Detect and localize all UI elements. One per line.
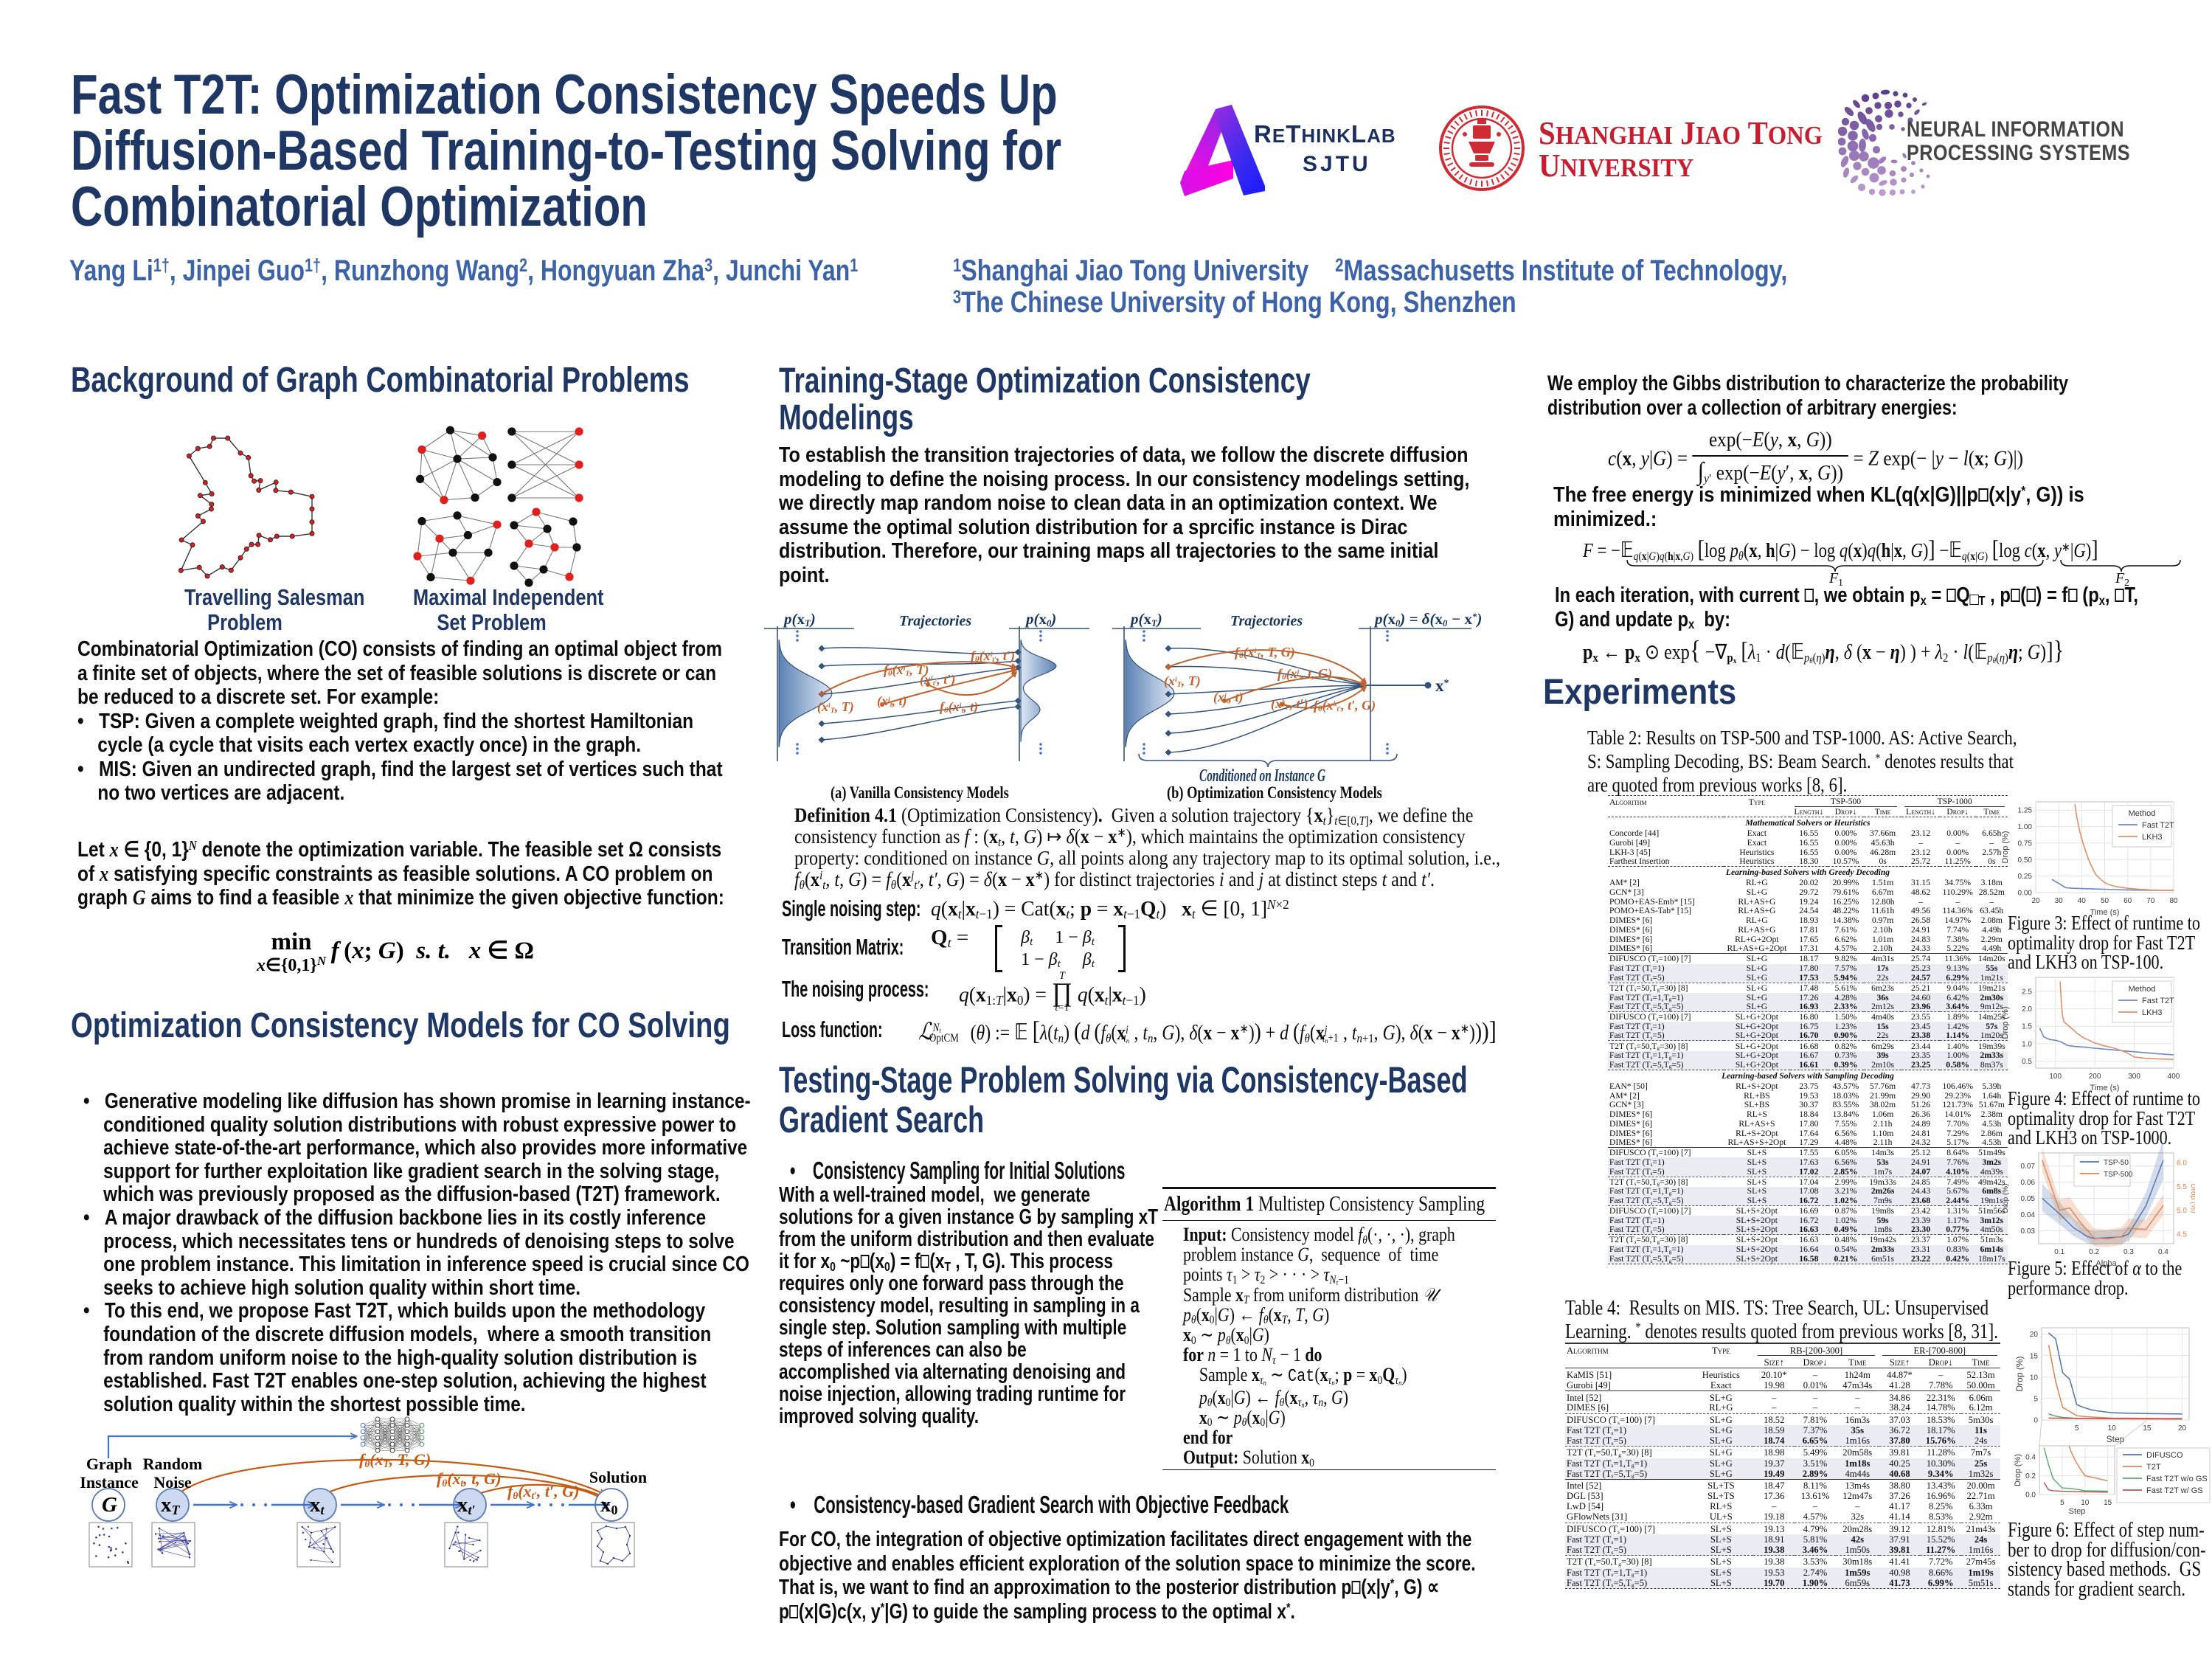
svg-text:Drop (%): Drop (%) (2189, 1183, 2195, 1213)
svg-text:40: 40 (2078, 897, 2087, 905)
svg-text:10: 10 (2081, 1499, 2090, 1507)
svg-text:20: 20 (2031, 897, 2040, 905)
svg-text:60: 60 (2123, 897, 2132, 905)
svg-text:0.05: 0.05 (2021, 1195, 2036, 1203)
svg-text:Drop (%): Drop (%) (2002, 1183, 2010, 1213)
svg-text:400: 400 (2168, 1073, 2180, 1081)
svg-text:1.25: 1.25 (2018, 807, 2033, 815)
svg-text:4.5: 4.5 (2177, 1231, 2187, 1239)
svg-text:F: F (1828, 570, 1839, 586)
svg-text:50: 50 (2101, 897, 2109, 905)
svg-text:0.75: 0.75 (2018, 839, 2033, 848)
svg-text:0.2: 0.2 (2025, 1472, 2036, 1480)
svg-text:0.50: 0.50 (2018, 856, 2033, 865)
svg-text:30: 30 (2055, 897, 2064, 905)
svg-text:Fast T2T w/ GS: Fast T2T w/ GS (2146, 1486, 2203, 1495)
svg-text:T2T: T2T (2146, 1463, 2161, 1472)
svg-text:DIFUSCO: DIFUSCO (2146, 1451, 2183, 1460)
svg-text:Time (s): Time (s) (2090, 908, 2120, 917)
svg-text:0.06: 0.06 (2021, 1179, 2036, 1187)
svg-text:20: 20 (2178, 1424, 2187, 1433)
svg-text:0.5: 0.5 (2022, 1058, 2032, 1066)
svg-text:TSP-50: TSP-50 (2104, 1159, 2129, 1167)
svg-text:Method: Method (2129, 985, 2156, 994)
svg-text:0.07: 0.07 (2021, 1163, 2036, 1171)
svg-text:100: 100 (2049, 1073, 2062, 1081)
svg-text:Step: Step (2069, 1507, 2086, 1516)
svg-text:Drop (%): Drop (%) (2001, 1006, 2010, 1039)
svg-text:20: 20 (2030, 1331, 2039, 1339)
svg-text:300: 300 (2128, 1073, 2140, 1081)
svg-text:Drop (%): Drop (%) (2001, 831, 2010, 863)
svg-text:1.0: 1.0 (2022, 1040, 2032, 1048)
svg-text:0.03: 0.03 (2021, 1227, 2036, 1236)
svg-text:2: 2 (2124, 578, 2129, 588)
svg-text:Drop (%): Drop (%) (2014, 1454, 2022, 1486)
svg-text:LKH3: LKH3 (2142, 833, 2163, 842)
svg-text:6.0: 6.0 (2177, 1159, 2187, 1167)
svg-text:80: 80 (2169, 897, 2178, 905)
svg-text:0.4: 0.4 (2025, 1454, 2036, 1462)
svg-text:15: 15 (2104, 1499, 2112, 1507)
svg-text:15: 15 (2143, 1424, 2152, 1433)
svg-text:0.25: 0.25 (2018, 873, 2033, 881)
svg-text:0.1: 0.1 (2054, 1248, 2064, 1256)
svg-text:Time (s): Time (s) (2090, 1084, 2120, 1092)
svg-text:0.04: 0.04 (2021, 1211, 2036, 1219)
svg-text:Method: Method (2129, 809, 2156, 818)
svg-text:1.00: 1.00 (2018, 823, 2033, 831)
svg-text:Drop (%): Drop (%) (2014, 1356, 2025, 1391)
svg-text:0.00: 0.00 (2018, 890, 2033, 898)
svg-text:5: 5 (2075, 1424, 2079, 1433)
svg-text:Fast T2T: Fast T2T (2142, 997, 2174, 1005)
svg-text:Step: Step (2107, 1434, 2125, 1444)
svg-text:5: 5 (2034, 1395, 2038, 1403)
svg-text:0.2: 0.2 (2089, 1248, 2099, 1256)
svg-text:Fast T2T: Fast T2T (2142, 821, 2174, 830)
svg-text:70: 70 (2146, 897, 2155, 905)
svg-text:TSP-500: TSP-500 (2104, 1171, 2133, 1179)
svg-text:200: 200 (2089, 1073, 2101, 1081)
svg-text:15: 15 (2030, 1352, 2039, 1360)
svg-text:1: 1 (1838, 578, 1843, 588)
svg-text:0.4: 0.4 (2158, 1248, 2168, 1256)
svg-text:5: 5 (2060, 1499, 2064, 1507)
svg-text:F: F (2115, 570, 2125, 586)
svg-text:2.0: 2.0 (2022, 1005, 2032, 1014)
svg-text:5.0: 5.0 (2177, 1207, 2187, 1215)
svg-text:Fast T2T w/o GS: Fast T2T w/o GS (2146, 1475, 2208, 1483)
svg-text:5.5: 5.5 (2177, 1183, 2187, 1191)
svg-text:LKH3: LKH3 (2142, 1008, 2163, 1017)
svg-text:2.5: 2.5 (2022, 988, 2032, 996)
svg-text:0.0: 0.0 (2025, 1492, 2036, 1500)
svg-text:0: 0 (2034, 1417, 2038, 1425)
svg-text:1.5: 1.5 (2022, 1023, 2032, 1031)
svg-text:Alpha: Alpha (2095, 1259, 2117, 1268)
svg-text:10: 10 (2030, 1374, 2039, 1382)
svg-text:0.3: 0.3 (2123, 1248, 2134, 1256)
svg-text:10: 10 (2108, 1424, 2117, 1433)
